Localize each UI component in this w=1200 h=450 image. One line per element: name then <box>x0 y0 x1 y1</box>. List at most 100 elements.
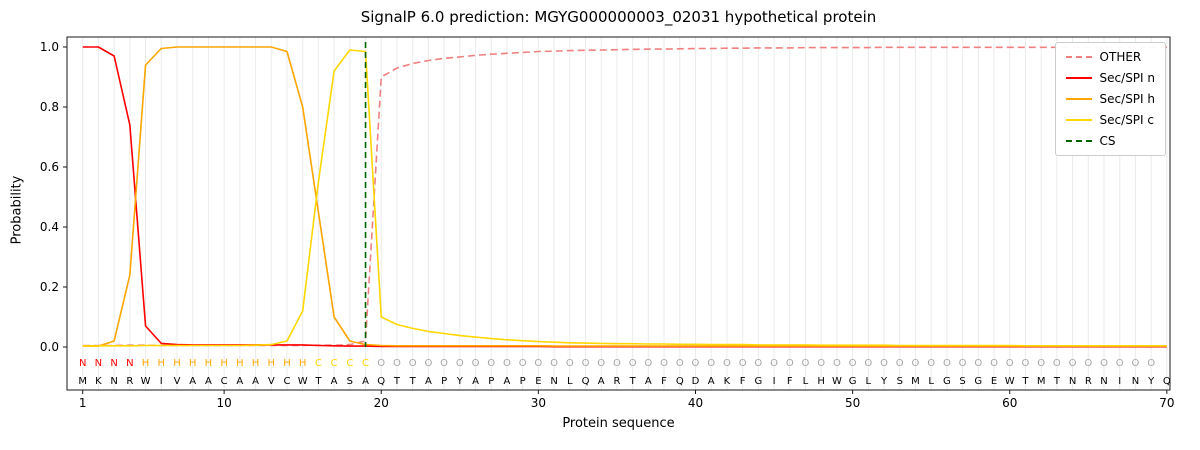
residue-letter: S <box>347 376 353 387</box>
region-label: N <box>79 358 86 369</box>
legend-line-sample <box>1065 140 1092 142</box>
chart-title: SignalP 6.0 prediction: MGYG000000003_02… <box>360 8 877 26</box>
region-label: C <box>331 358 338 369</box>
residue-letter: Y <box>880 376 888 387</box>
region-label: N <box>95 358 102 369</box>
residue-letter: A <box>362 376 369 387</box>
residue-letter: Q <box>1163 376 1171 387</box>
residue-letter: G <box>943 376 951 387</box>
residue-letter: A <box>425 376 432 387</box>
residue-letter: T <box>393 376 401 387</box>
residue-letter: N <box>110 376 117 387</box>
plot-frame <box>66 36 1171 391</box>
region-label: H <box>252 358 260 369</box>
x-tick-label: 1 <box>79 396 87 410</box>
region-label: O <box>472 358 480 369</box>
residue-letter: F <box>661 376 667 387</box>
region-label: O <box>1084 358 1092 369</box>
residue-letter: T <box>1053 376 1061 387</box>
region-label: H <box>173 358 181 369</box>
region-label: O <box>833 358 841 369</box>
residue-letter: W <box>141 376 151 387</box>
residue-letter: T <box>1021 376 1029 387</box>
residue-letter: A <box>189 376 196 387</box>
region-label: O <box>440 358 448 369</box>
legend-line-sample <box>1065 77 1092 79</box>
legend-line-sample <box>1065 56 1092 58</box>
residue-letter: R <box>613 376 620 387</box>
residue-letter: C <box>221 376 228 387</box>
residue-letter: P <box>488 376 494 387</box>
residue-letter: N <box>1132 376 1139 387</box>
y-tick-label: 1.0 <box>40 40 59 54</box>
region-label: H <box>283 358 291 369</box>
region-label: O <box>566 358 574 369</box>
series-sec-spi-h <box>82 46 1167 347</box>
region-label: O <box>1037 358 1045 369</box>
residue-letter: A <box>331 376 338 387</box>
x-axis-label: Protein sequence <box>562 416 675 431</box>
residue-letter: H <box>817 376 825 387</box>
x-tick-label: 20 <box>374 396 389 410</box>
region-label: O <box>377 358 385 369</box>
region-label: O <box>534 358 542 369</box>
region-label: O <box>676 358 684 369</box>
region-label: C <box>362 358 369 369</box>
region-label: O <box>896 358 904 369</box>
region-label: O <box>770 358 778 369</box>
x-tick-label: 50 <box>845 396 860 410</box>
region-label: O <box>880 358 888 369</box>
region-label: O <box>456 358 464 369</box>
residue-letter: M <box>78 376 87 387</box>
residue-letter: V <box>174 376 181 387</box>
residue-letter: A <box>598 376 605 387</box>
x-tick-label: 30 <box>531 396 546 410</box>
region-label: H <box>189 358 197 369</box>
region-label: O <box>409 358 417 369</box>
series-other <box>82 46 1167 347</box>
residue-letter: A <box>504 376 511 387</box>
residue-letter: E <box>991 376 997 387</box>
legend-label: OTHER <box>1099 50 1142 64</box>
residue-letter: R <box>126 376 133 387</box>
x-tick-label: 10 <box>216 396 231 410</box>
residue-letter: A <box>252 376 259 387</box>
residue-letter: A <box>645 376 652 387</box>
legend-entry-sec-spi-c: Sec/SPI c <box>1065 113 1155 127</box>
residue-letter: A <box>205 376 212 387</box>
residue-letter: I <box>1118 376 1121 387</box>
region-label: H <box>220 358 228 369</box>
region-label: C <box>346 358 353 369</box>
region-label: O <box>692 358 700 369</box>
region-label: O <box>487 358 495 369</box>
residue-letter: Y <box>456 376 464 387</box>
residue-letter: T <box>409 376 417 387</box>
residue-letter: Q <box>377 376 385 387</box>
region-label: H <box>142 358 150 369</box>
residue-letter: Q <box>582 376 590 387</box>
region-label: O <box>1100 358 1108 369</box>
legend-entry-sec-spi-h: Sec/SPI h <box>1065 92 1155 106</box>
x-tick-label: 70 <box>1159 396 1174 410</box>
region-label: H <box>205 358 213 369</box>
region-label: O <box>1022 358 1030 369</box>
residue-letter: T <box>629 376 637 387</box>
legend-label: Sec/SPI n <box>1099 71 1155 85</box>
region-label: O <box>1006 358 1014 369</box>
region-label: O <box>613 358 621 369</box>
residue-letter: K <box>724 376 731 387</box>
region-label: C <box>315 358 322 369</box>
residue-letter: I <box>160 376 163 387</box>
residue-letter: T <box>314 376 322 387</box>
region-label: N <box>126 358 133 369</box>
region-label: O <box>1116 358 1124 369</box>
region-label: O <box>849 358 857 369</box>
y-tick-label: 0.8 <box>40 100 59 114</box>
region-label: H <box>299 358 307 369</box>
region-label: O <box>943 358 951 369</box>
residue-letter: R <box>1085 376 1092 387</box>
residue-letter: F <box>740 376 746 387</box>
region-label: O <box>739 358 747 369</box>
region-label: H <box>267 358 275 369</box>
